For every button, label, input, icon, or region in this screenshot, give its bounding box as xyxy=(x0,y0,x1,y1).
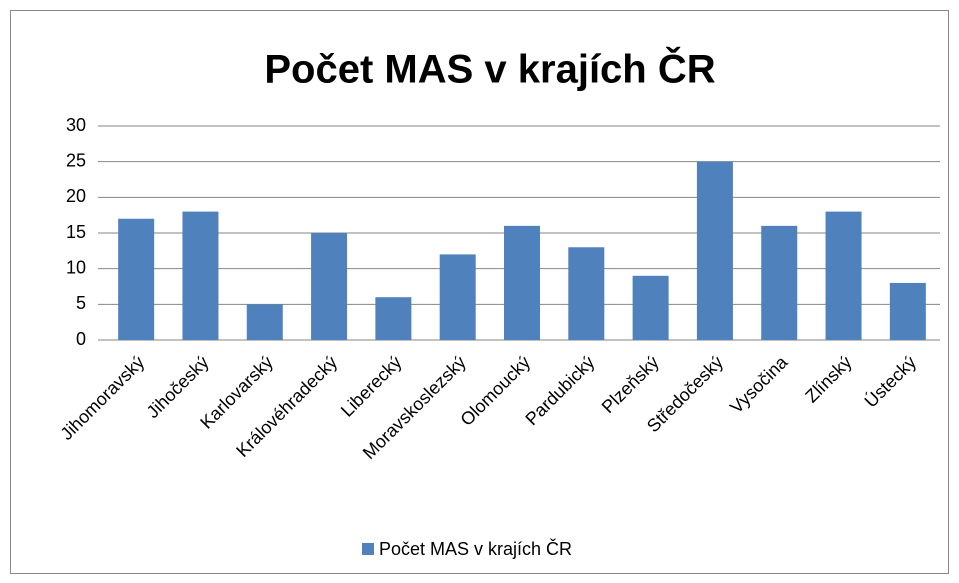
bar xyxy=(632,275,669,340)
y-tick-label: 25 xyxy=(66,150,86,170)
y-tick-label: 15 xyxy=(66,222,86,242)
legend-swatch xyxy=(362,543,374,555)
y-tick-label: 20 xyxy=(66,186,86,206)
bar xyxy=(761,225,798,340)
bar xyxy=(825,211,862,340)
bar xyxy=(375,297,412,340)
bar xyxy=(696,161,733,340)
bar xyxy=(439,254,476,340)
y-tick-label: 0 xyxy=(76,329,86,349)
bar xyxy=(568,247,605,340)
legend-label: Počet MAS v krajích ČR xyxy=(379,538,572,559)
y-tick-label: 10 xyxy=(66,257,86,277)
bar xyxy=(503,225,541,340)
y-tick-label: 30 xyxy=(66,115,86,135)
bar xyxy=(246,304,283,340)
y-tick-label: 5 xyxy=(76,293,86,313)
bar xyxy=(311,233,348,340)
bar xyxy=(182,211,219,340)
bar xyxy=(118,218,155,340)
chart-title: Počet MAS v krajích ČR xyxy=(264,46,715,92)
bar xyxy=(889,282,926,340)
